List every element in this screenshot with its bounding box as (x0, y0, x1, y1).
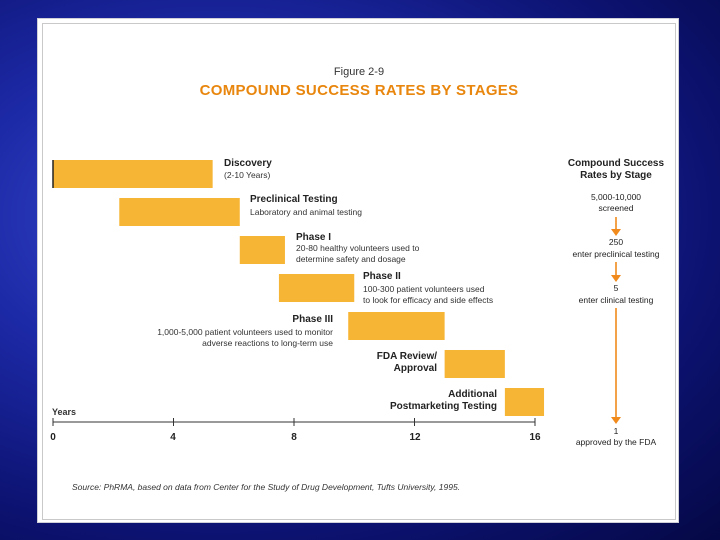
stage-desc-preclinical: Laboratory and animal testing (250, 207, 362, 217)
source-note: Source: PhRMA, based on data from Center… (72, 482, 461, 492)
panel-arrow-1-head (611, 229, 621, 236)
tick-label-0: 0 (50, 432, 56, 443)
panel-count-clinical: 5 (613, 283, 619, 293)
stage-label-discovery: Discovery (224, 158, 272, 169)
bar-fda-review (444, 350, 505, 378)
slide: Figure 2-9 COMPOUND SUCCESS RATES BY STA… (37, 18, 679, 523)
panel-count-approved: 1 (613, 426, 619, 436)
stage-label-phase3: Phase III (292, 314, 333, 325)
bar-preclinical-testing (119, 198, 240, 226)
figure-number: Figure 2-9 (333, 66, 385, 78)
stage-label-fda-review: FDA Review/ (376, 351, 437, 362)
tick-label-12: 12 (409, 432, 421, 443)
stage-desc-discovery: (2-10 Years) (224, 170, 271, 180)
stage-desc-phase1-a: 20-80 healthy volunteers used to (296, 243, 420, 253)
figure-panel: Figure 2-9 COMPOUND SUCCESS RATES BY STA… (42, 23, 676, 520)
panel-count-screened: 5,000-10,000 (590, 192, 642, 202)
panel-arrow-3-head (611, 417, 621, 424)
panel-count-preclinical: 250 (608, 237, 624, 247)
tick-label-8: 8 (291, 432, 297, 443)
bar-phase-ii (278, 274, 355, 302)
gantt-chart (52, 160, 621, 426)
stage-label-fda-approval: Approval (393, 363, 437, 374)
panel-label-screened: screened (598, 203, 634, 213)
stage-label-phase2: Phase II (363, 271, 401, 282)
panel-label-approved: approved by the FDA (575, 437, 657, 447)
bar-additional (504, 388, 545, 416)
figure-title: COMPOUND SUCCESS RATES BY STAGES (199, 82, 519, 99)
panel-arrow-2-head (611, 275, 621, 282)
stage-desc-phase2-b: to look for efficacy and side effects (363, 295, 494, 305)
stage-desc-phase1-b: determine safety and dosage (296, 254, 406, 264)
stage-label-postmarketing-b: Postmarketing Testing (389, 401, 497, 412)
stage-desc-phase3-a: 1,000-5,000 patient volunteers used to m… (157, 327, 333, 337)
stage-label-phase1: Phase I (296, 232, 332, 243)
bar-phase-i (239, 236, 285, 264)
x-axis-label: Years (52, 407, 77, 417)
stage-desc-phase2-a: 100-300 patient volunteers used (363, 284, 485, 294)
stage-desc-phase3-b: adverse reactions to long-term use (202, 338, 333, 348)
tick-label-4: 4 (170, 432, 176, 443)
stage-label-postmarketing-a: Additional (448, 389, 497, 400)
tick-label-16: 16 (529, 432, 541, 443)
bar-discovery (53, 160, 213, 188)
bar-phase-iii (348, 312, 445, 340)
panel-title: Compound Success Rates by Stage (567, 158, 665, 181)
panel-label-clinical: enter clinical testing (578, 295, 654, 305)
stage-label-preclinical: Preclinical Testing (250, 194, 338, 205)
panel-label-preclinical: enter preclinical testing (572, 249, 660, 259)
